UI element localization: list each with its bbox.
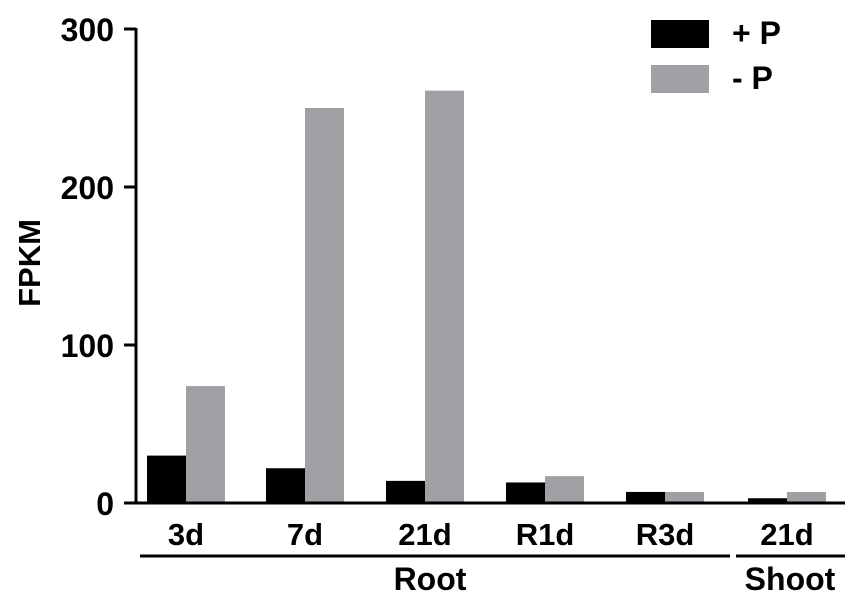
y-axis-label: FPKM <box>12 219 47 307</box>
x-tick-label-3d: 3d <box>168 517 204 552</box>
bar-minus-p-3d <box>186 386 225 503</box>
y-tick-label: 100 <box>61 328 114 364</box>
bar-minus-p-r1d <box>545 476 584 503</box>
bar-plus-p-r3d <box>626 491 665 503</box>
y-tick-label: 300 <box>61 12 114 48</box>
bar-plus-p-3d <box>147 455 186 503</box>
x-tick-label-shoot-21d: 21d <box>760 517 813 552</box>
x-tick-label-r1d: R1d <box>516 517 575 552</box>
legend-label-plus-p: + P <box>732 15 781 51</box>
bar-minus-p-r3d <box>665 491 704 503</box>
y-tick-label: 200 <box>61 170 114 206</box>
bars-layer <box>147 90 826 504</box>
x-tick-label-21d: 21d <box>398 517 451 552</box>
y-tick-label: 0 <box>96 486 114 522</box>
x-tick-label-7d: 7d <box>287 517 323 552</box>
legend-swatch-minus-p <box>651 65 709 93</box>
bar-minus-p-21d <box>425 90 464 504</box>
bar-minus-p-shoot-21d <box>787 491 826 503</box>
bar-plus-p-shoot-21d <box>748 498 787 503</box>
bar-plus-p-r1d <box>506 482 545 503</box>
group-label-root: Root <box>394 561 467 597</box>
legend-label-minus-p: - P <box>732 60 773 96</box>
legend-swatch-plus-p <box>651 20 709 48</box>
group-label-shoot: Shoot <box>745 561 836 597</box>
bar-minus-p-7d <box>305 108 344 503</box>
bar-plus-p-21d <box>386 480 425 503</box>
bar-plus-p-7d <box>266 468 305 503</box>
x-tick-label-r3d: R3d <box>636 517 695 552</box>
